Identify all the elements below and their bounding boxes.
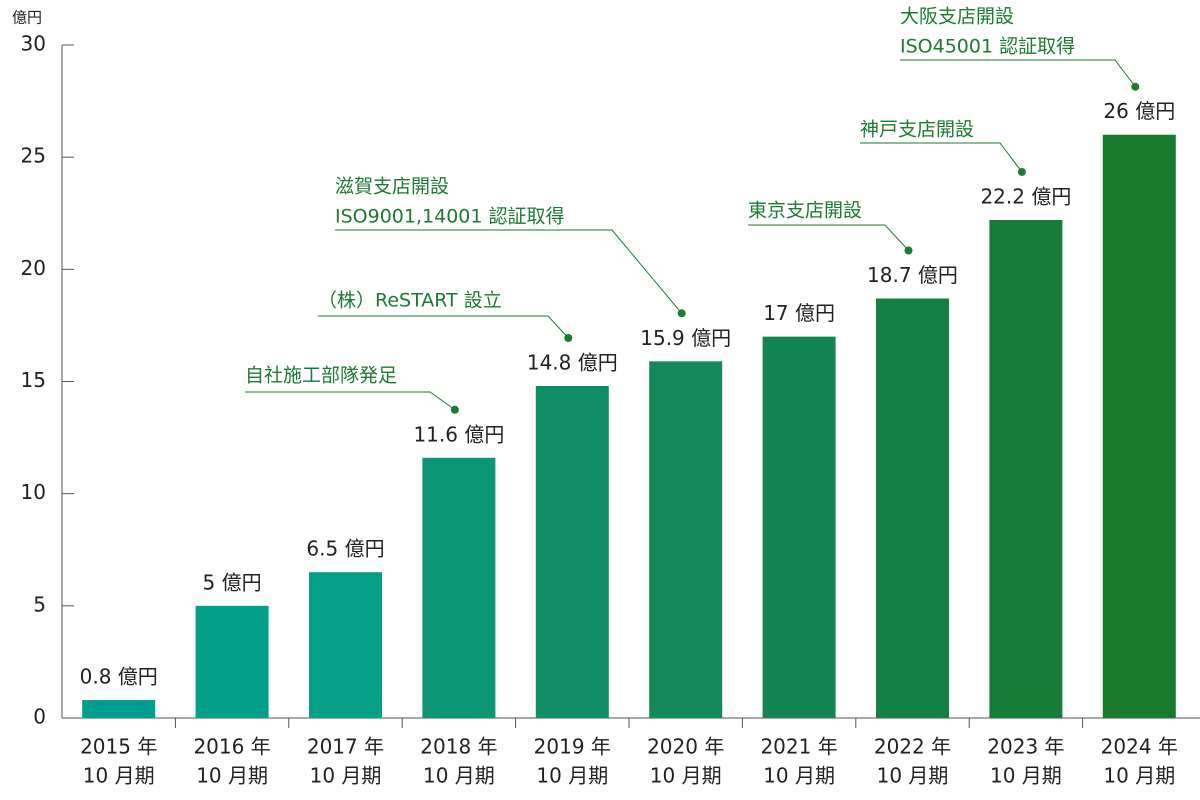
annotation-leader xyxy=(318,315,569,339)
y-tick-label: 5 xyxy=(33,592,46,616)
bar xyxy=(82,700,156,718)
x-tick-label: 10 月期 xyxy=(877,764,949,788)
bar xyxy=(649,361,723,718)
annotation-text: 東京支店開設 xyxy=(748,200,862,222)
value-label: 0.8 億円 xyxy=(80,665,158,689)
x-tick-label: 2017 年 xyxy=(307,735,384,759)
annotation-text: ISO9001,14001 認証取得 xyxy=(335,206,565,228)
x-tick-label: 2018 年 xyxy=(420,735,497,759)
bar xyxy=(422,457,496,718)
annotation-text: ISO45001 認証取得 xyxy=(900,36,1075,58)
annotation-leader xyxy=(860,142,1023,173)
x-tick-label: 2024 年 xyxy=(1101,735,1178,759)
y-tick-label: 10 xyxy=(21,480,46,504)
x-tick-label: 2020 年 xyxy=(647,735,724,759)
annotation-leader xyxy=(335,229,683,314)
x-tick-label: 10 月期 xyxy=(763,764,835,788)
bar xyxy=(309,572,382,718)
bar xyxy=(535,385,609,718)
annotation-dot xyxy=(904,246,913,255)
x-tick-label: 2016 年 xyxy=(193,735,270,759)
x-tick-label: 10 月期 xyxy=(1103,764,1175,788)
x-tick-label: 2019 年 xyxy=(534,735,611,759)
annotation-leader xyxy=(245,391,456,411)
x-tick-label: 10 月期 xyxy=(196,764,268,788)
value-label: 11.6 億円 xyxy=(413,422,504,446)
x-tick-label: 10 月期 xyxy=(536,764,608,788)
annotation-text: 滋賀支店開設 xyxy=(335,176,449,198)
annotation-leader xyxy=(748,224,909,251)
annotation-text: 自社施工部隊発足 xyxy=(245,365,397,387)
value-label: 26 億円 xyxy=(1103,99,1175,123)
x-tick-label: 2015 年 xyxy=(80,735,157,759)
annotation-text: （株）ReSTART 設立 xyxy=(318,290,502,312)
bar xyxy=(989,219,1063,719)
x-tick-label: 10 月期 xyxy=(423,764,495,788)
annotation-text: 神戸支店開設 xyxy=(860,119,974,141)
x-tick-label: 2022 年 xyxy=(874,735,951,759)
annotation-dot xyxy=(564,333,573,342)
annotation-dot xyxy=(1017,167,1026,176)
y-tick-label: 30 xyxy=(21,32,46,56)
y-axis-unit: 億円 xyxy=(12,9,42,27)
y-tick-label: 20 xyxy=(21,256,46,280)
value-label: 5 億円 xyxy=(203,570,262,594)
annotation-leader xyxy=(900,59,1136,88)
annotation-dot xyxy=(450,405,459,414)
annotation-dot xyxy=(1131,82,1140,91)
value-label: 6.5 億円 xyxy=(306,537,384,561)
x-tick-label: 2021 年 xyxy=(760,735,837,759)
bar xyxy=(1102,134,1176,718)
value-label: 22.2 億円 xyxy=(980,184,1071,208)
x-tick-label: 10 月期 xyxy=(990,764,1062,788)
bar xyxy=(195,605,269,718)
value-label: 14.8 億円 xyxy=(527,350,618,374)
x-tick-label: 10 月期 xyxy=(83,764,155,788)
y-tick-label: 15 xyxy=(21,368,46,392)
y-tick-label: 0 xyxy=(33,705,46,729)
value-label: 17 億円 xyxy=(763,301,835,325)
annotation-dot xyxy=(677,309,686,318)
value-label: 15.9 億円 xyxy=(640,326,731,350)
annotation-text: 大阪支店開設 xyxy=(900,6,1014,28)
value-label: 18.7 億円 xyxy=(867,263,958,287)
y-tick-label: 25 xyxy=(21,144,46,168)
bar xyxy=(762,336,836,718)
x-tick-label: 2023 年 xyxy=(987,735,1064,759)
x-tick-label: 10 月期 xyxy=(310,764,382,788)
x-tick-label: 10 月期 xyxy=(650,764,722,788)
bar xyxy=(876,298,949,718)
